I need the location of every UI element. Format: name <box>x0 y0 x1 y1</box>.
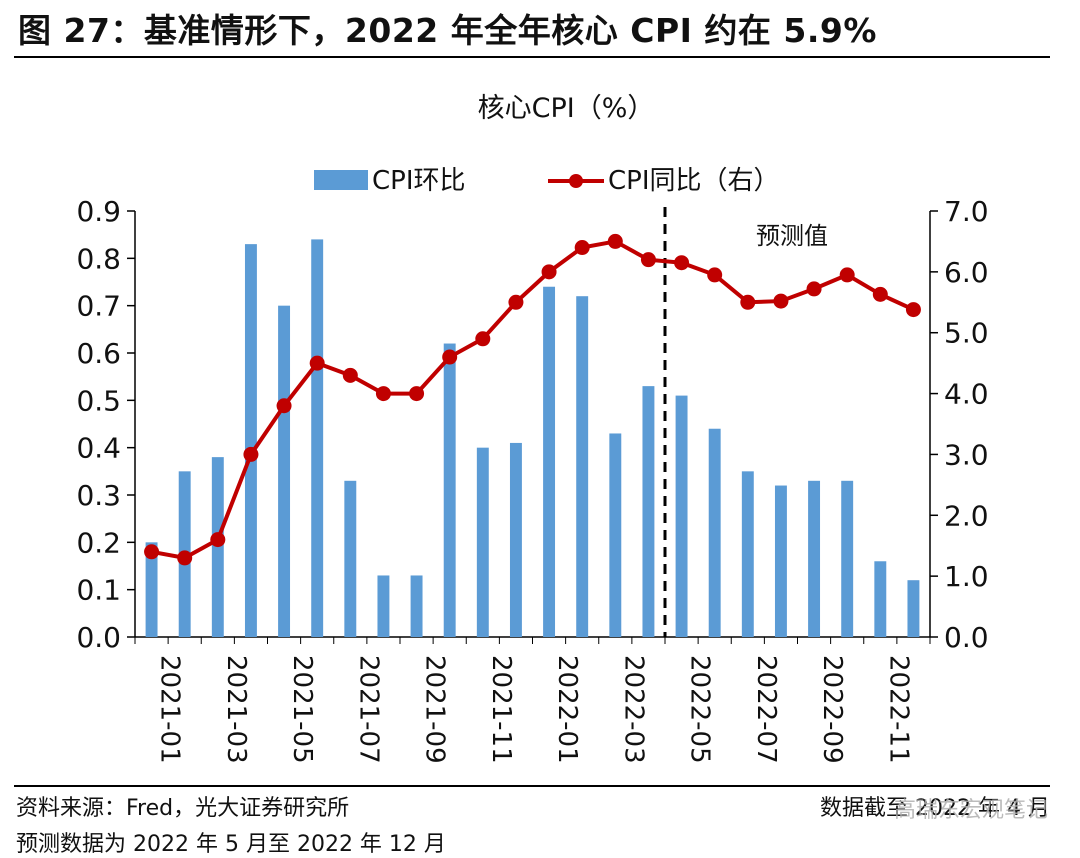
bar-mom <box>841 480 854 637</box>
source-note: 资料来源：Fred，光大证券研究所 <box>16 796 350 821</box>
bar-mom <box>808 480 821 637</box>
x-tick-label: 2021-11 <box>486 655 516 764</box>
x-tick-label: 2021-01 <box>155 655 185 764</box>
bar-mom <box>774 485 787 637</box>
x-tick-label: 2022-07 <box>751 655 781 764</box>
y-right-tick-label: 5.0 <box>944 317 989 350</box>
yoy-line <box>151 239 915 560</box>
yoy-point <box>707 267 723 283</box>
y-left-tick-label: 0.6 <box>76 337 121 370</box>
bar-mom <box>410 575 423 637</box>
legend-line-label: CPI同比（右） <box>608 166 780 196</box>
figure-title: 图 27：基准情形下，2022 年全年核心 CPI 约在 5.9% <box>18 11 877 50</box>
footer-rule <box>14 785 1050 787</box>
yoy-point <box>541 264 557 280</box>
yoy-point <box>740 294 756 310</box>
legend: CPI环比 CPI同比（右） <box>314 166 780 196</box>
y-left-tick-label: 0.3 <box>76 479 121 512</box>
yoy-point <box>806 281 822 297</box>
yoy-point <box>243 446 259 462</box>
yoy-point <box>773 293 789 309</box>
y-left-tick-label: 0.8 <box>76 242 121 275</box>
bar-mom <box>278 305 291 637</box>
bar-mom <box>145 542 158 637</box>
bar-mom <box>675 395 688 637</box>
chart-title: 核心CPI（%） <box>478 93 655 124</box>
forecast-label: 预测值 <box>756 222 828 250</box>
yoy-point <box>210 532 226 548</box>
x-tick-label: 2022-11 <box>883 655 913 764</box>
y-left-tick-label: 0.7 <box>76 290 121 323</box>
bar-mom <box>344 480 357 637</box>
bar-mom <box>244 244 257 637</box>
yoy-point <box>144 544 160 560</box>
bar-mom <box>476 447 489 637</box>
x-tick-label: 2022-01 <box>552 655 582 764</box>
x-tick-label: 2021-05 <box>287 655 317 764</box>
bar-mom <box>741 471 754 637</box>
y-right-tick-label: 3.0 <box>944 438 989 471</box>
bar-mom <box>642 386 655 637</box>
bar-mom <box>576 296 589 637</box>
title-rule <box>14 56 1050 58</box>
yoy-point <box>839 267 855 283</box>
y-left-tick-label: 0.5 <box>76 384 121 417</box>
yoy-point <box>640 252 656 268</box>
yoy-point <box>342 367 358 383</box>
yoy-point <box>574 240 590 256</box>
x-tick-label: 2021-07 <box>353 655 383 764</box>
x-tick-label: 2022-09 <box>817 655 847 764</box>
bar-mom <box>377 575 390 637</box>
y-right-tick-label: 2.0 <box>944 499 989 532</box>
legend-bar-label: CPI环比 <box>372 166 466 196</box>
y-left-tick-label: 0.2 <box>76 526 121 559</box>
x-tick-label: 2022-05 <box>685 655 715 764</box>
y-right-tick-label: 4.0 <box>944 378 989 411</box>
x-tick-label: 2021-03 <box>221 655 251 764</box>
yoy-point <box>442 349 458 365</box>
y-left-tick-label: 0.4 <box>76 432 121 465</box>
yoy-point <box>177 550 193 566</box>
bar-mom <box>874 561 887 637</box>
y-right-tick-label: 6.0 <box>944 256 989 289</box>
legend-bar-swatch <box>314 170 368 190</box>
y-left-tick-label: 0.9 <box>76 195 121 228</box>
y-right-tick-label: 1.0 <box>944 560 989 593</box>
y-right-tick-label: 7.0 <box>944 195 989 228</box>
y-left-tick-label: 0.0 <box>76 621 121 654</box>
bar-mom <box>543 286 556 637</box>
bar-mom <box>509 442 522 637</box>
yoy-point <box>674 255 690 271</box>
yoy-point <box>905 302 921 318</box>
yoy-point <box>508 294 524 310</box>
data-date: 数据截至 2022 年 4 月 <box>820 796 1050 821</box>
bar-mom <box>907 580 920 637</box>
bar-mom <box>443 343 456 637</box>
yoy-point <box>607 233 623 249</box>
yoy-point <box>409 386 425 402</box>
yoy-point <box>309 355 325 371</box>
y-left-tick-label: 0.1 <box>76 574 121 607</box>
watermark: 高瑞东宏观笔记 <box>893 798 1048 823</box>
yoy-point <box>475 331 491 347</box>
x-tick-label: 2021-09 <box>420 655 450 764</box>
forecast-note: 预测数据为 2022 年 5 月至 2022 年 12 月 <box>16 832 446 857</box>
plot-area: 0.0 0.1 0.2 0.3 0.4 0.5 0.6 0.7 0.8 0.9 0.0 1.0 2.0 3… <box>76 195 988 764</box>
bar-mom <box>708 428 721 637</box>
bar-mom <box>609 433 622 637</box>
y-right-tick-label: 0.0 <box>944 621 989 654</box>
yoy-point <box>375 386 391 402</box>
legend-line-marker <box>569 174 583 188</box>
x-tick-label: 2022-03 <box>618 655 648 764</box>
bar-mom <box>311 239 324 637</box>
yoy-point <box>276 398 292 414</box>
yoy-point <box>872 286 888 302</box>
